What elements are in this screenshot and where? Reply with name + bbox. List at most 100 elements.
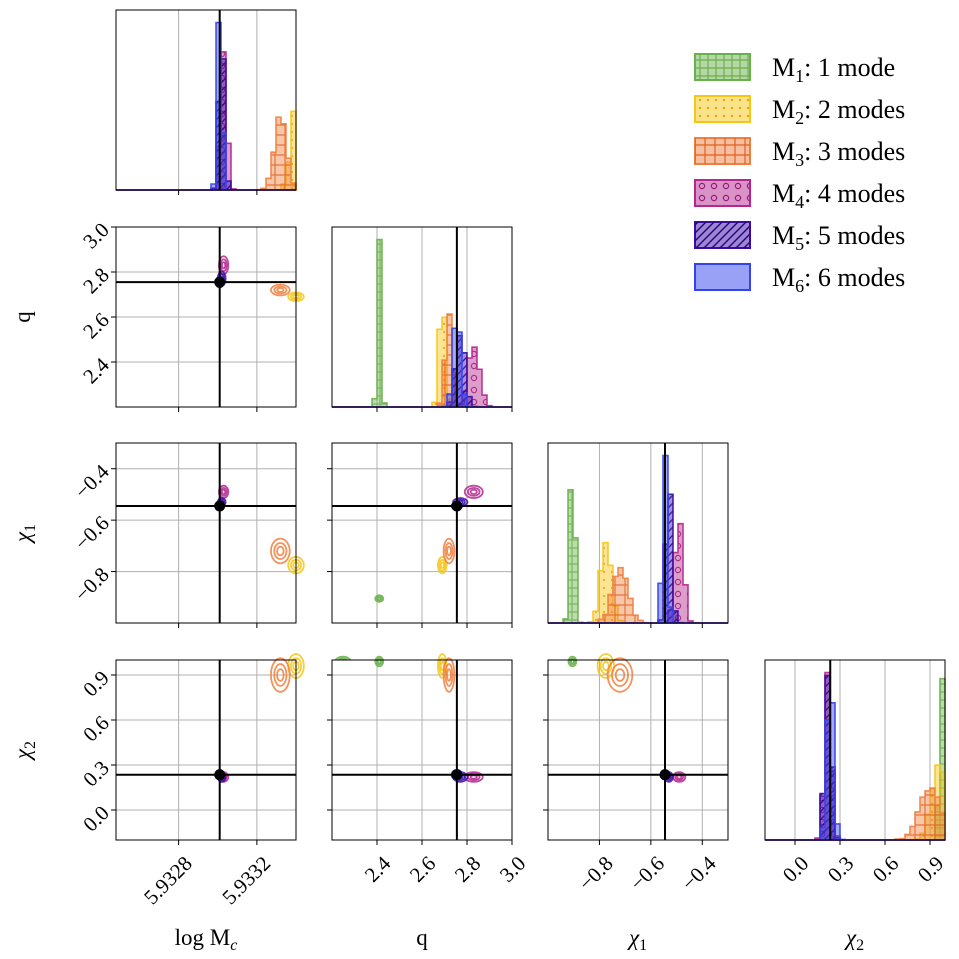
legend-label: M1: 1 mode [772,53,895,86]
x-tick-label: 0.0 [778,851,814,887]
x-tick-label: 0.9 [913,851,949,887]
contour-1 [374,594,385,603]
legend-swatch-hatch [695,180,750,206]
contour-3 [276,668,285,682]
y-tick-label: −0.6 [70,511,114,555]
y-tick-label: 0.9 [78,666,114,702]
contour-3 [442,657,456,693]
contour-3 [273,663,288,687]
panel-background [548,660,728,840]
legend-swatch-hatch [695,222,750,248]
panel-chi1-chi1 [547,442,729,628]
y-tick-label: 2.6 [78,308,114,344]
panel-frame [547,659,729,841]
contour-2 [599,657,613,675]
x-axis-label-chi2: χ2 [844,925,864,954]
contour-3 [270,537,291,565]
y-axis-label-chi2: χ2 [10,741,39,761]
contour-3 [270,283,291,297]
panel-chi2-chi2: 0.0 0.3 0.6 0.9 [764,659,949,887]
legend-label: M5: 5 modes [772,221,905,254]
x-tick-label: 0.6 [868,851,904,887]
x-tick-label: 5.9332 [217,851,275,909]
legend-label: M2: 2 modes [772,95,905,128]
contour-3 [446,545,452,557]
truth-point [214,276,226,288]
contour-4 [469,488,478,495]
y-tick-label: −0.8 [70,562,114,606]
contour-3 [273,542,288,560]
y-tick-label: 0.6 [78,711,114,747]
legend-swatch-hatch [695,54,750,80]
x-tick-label: 2.4 [360,851,396,887]
contour-3 [611,663,629,687]
contour-3 [276,287,285,293]
panel-background [116,443,296,623]
contour-1 [375,595,383,602]
x-tick-label: 2.8 [450,851,486,887]
legend: M1: 1 mode M2: 2 modes M3: 3 modes M4: 4 mo… [694,53,905,296]
panel-q-q [331,226,513,412]
y-axis-label-q: q [10,311,35,323]
x-axis-label-logMc: log Mc [175,925,238,954]
contour-4 [463,484,484,499]
y-tick-label: −0.4 [70,459,114,503]
legend-entry-1: M1: 1 mode [694,53,895,86]
contour-3 [614,668,626,682]
legend-entry-3: M3: 3 modes [694,137,905,170]
contour-3 [444,663,454,687]
legend-entry-6: M6: 6 modes [694,263,905,296]
truth-point [451,500,463,512]
panel-q-chi2: 2.4 2.6 2.8 3.0 [327,653,531,887]
legend-swatch-hatch [695,96,750,122]
contour-4 [466,486,481,497]
y-tick-label: 0.0 [78,801,114,837]
panel-background [116,10,296,190]
contour-3 [276,545,285,557]
panel-logMc-chi2: 5.9328 5.9332 0.0 0.3 0.6 0.9 [78,653,352,909]
x-tick-label: 2.6 [405,851,441,887]
truth-point [214,769,226,781]
contour-2 [439,561,445,569]
panel-logMc-logMc [115,9,297,195]
panel-logMc-q: 2.4 2.6 2.8 3.0 [78,218,352,412]
contour-2 [438,558,446,572]
panel-background [116,660,296,840]
legend-entry-2: M2: 2 modes [694,95,905,128]
y-tick-label: 2.8 [78,263,114,299]
panel-frame [115,9,297,191]
contour-2 [596,653,615,679]
truth-point [659,769,671,781]
truth-point [214,500,226,512]
contour-1 [375,657,383,666]
x-tick-label: 5.9328 [139,851,197,909]
contour-1 [568,657,576,666]
x-tick-label: −0.4 [677,851,721,895]
contour-3 [273,285,288,295]
contour-1 [374,655,385,668]
legend-swatch [694,263,751,291]
x-tick-label: 3.0 [495,851,531,887]
contour-3 [446,668,452,682]
contour-3 [606,657,634,693]
x-axis-label-q: q [416,925,428,950]
contour-1 [376,596,382,601]
contour-4 [221,488,227,495]
legend-label: M4: 4 modes [772,179,905,212]
truth-point [451,769,463,781]
y-tick-label: 3.0 [78,218,114,254]
y-tick-label: 2.4 [78,352,114,388]
panel-chi1-chi2: −0.8 −0.6 −0.4 [543,653,729,895]
x-tick-label: −0.8 [574,851,618,895]
y-tick-label: 0.3 [78,756,114,792]
panel-frame [547,442,729,624]
panel-frame [764,659,946,841]
hist-hatch-3 [765,788,945,840]
panel-logMc-chi1: −0.8 −0.6 −0.4 [70,442,352,628]
hist-hatch-3 [116,117,296,190]
contour-3 [442,537,456,565]
contour-4 [221,261,227,270]
legend-label: M3: 3 modes [772,137,905,170]
legend-swatch-hatch [695,138,750,164]
